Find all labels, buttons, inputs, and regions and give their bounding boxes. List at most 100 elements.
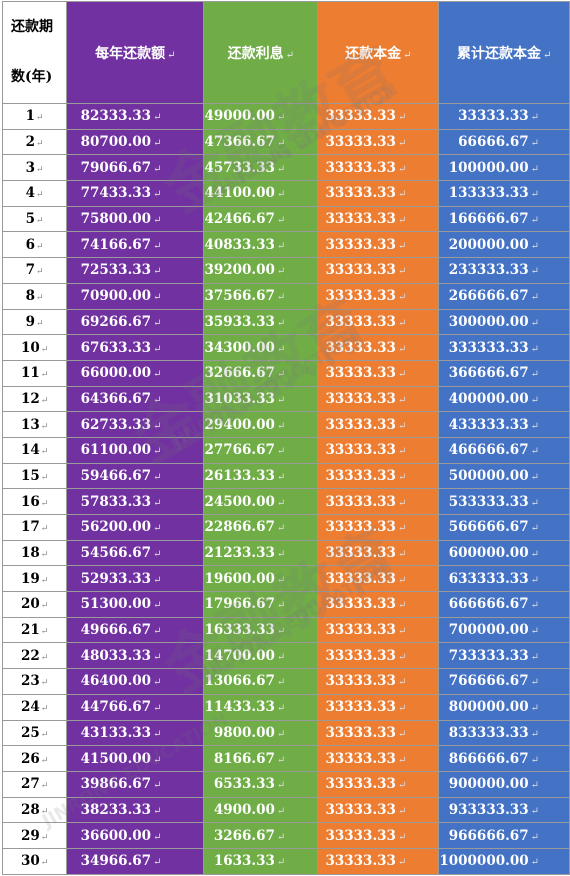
annual-value: 69266.67 [80,313,152,330]
annual-cell: 52933.33 ↵ [66,565,205,593]
paragraph-mark-icon: ↵ [530,266,539,278]
table-row: 29↵ 36600.00 ↵ 3266.67 ↵ 33333.33 ↵ 966666.67 ↵ [1,822,570,849]
interest-value: 27766.67 [204,442,275,459]
paragraph-mark-icon: ↵ [153,317,162,329]
paragraph-mark-icon: ↵ [397,549,407,561]
principal-value: 33333.33 [325,699,396,716]
table-row: 30↵ 34966.67 ↵ 1633.33 ↵ 33333.33 ↵ 1000000.00 ↵ [1,847,570,875]
table-row: 25↵ 43133.33 ↵ 9800.00 ↵ 33333.33 ↵ 833333.33 ↵ [1,719,570,747]
interest-cell: 24500.00 ↵ [203,488,319,515]
period-value: 24 [20,699,40,716]
interest-cell: 37566.67 ↵ [203,282,319,310]
principal-cell: 33333.33 ↵ [317,103,440,130]
paragraph-mark-icon: ↵ [276,215,286,227]
paragraph-mark-icon: ↵ [167,49,176,61]
paragraph-mark-icon: ↵ [530,857,539,869]
period-cell: 22↵ [1,642,68,670]
paragraph-mark-icon: ↵ [530,831,539,843]
annual-cell: 39866.67 ↵ [66,770,205,798]
cumulative-cell: 1000000.00 ↵ [438,847,570,875]
paragraph-mark-icon: ↵ [40,729,49,740]
paragraph-mark-icon: ↵ [397,317,407,329]
cumulative-cell: 966666.67 ↵ [438,822,570,849]
cumulative-value: 133333.33 [448,185,529,202]
principal-cell: 33333.33 ↵ [317,642,440,670]
principal-value: 33333.33 [325,827,396,844]
table-row: 21↵ 49666.67 ↵ 16333.33 ↵ 33333.33 ↵ 700000.00 ↵ [1,616,570,644]
interest-cell: 49000.00 ↵ [203,103,319,130]
paragraph-mark-icon: ↵ [276,112,286,124]
paragraph-mark-icon: ↵ [276,394,286,406]
interest-value: 49000.00 [204,108,275,125]
interest-value: 44100.00 [204,185,275,202]
period-value: 22 [20,647,40,664]
paragraph-mark-icon: ↵ [40,704,49,715]
interest-cell: 21233.33 ↵ [203,539,319,567]
interest-value: 40833.33 [204,236,275,253]
paragraph-mark-icon: ↵ [36,318,44,329]
annual-cell: 67633.33 ↵ [66,334,205,361]
annual-cell: 43133.33 ↵ [66,719,205,747]
principal-value: 33333.33 [325,236,396,253]
paragraph-mark-icon: ↵ [276,651,286,663]
annual-cell: 41500.00 ↵ [66,745,205,772]
cumulative-cell: 600000.00 ↵ [438,539,570,567]
annual-value: 43133.33 [80,724,152,741]
cumulative-cell: 566666.67 ↵ [438,514,570,541]
paragraph-mark-icon: ↵ [153,857,162,869]
interest-value: 3266.67 [213,827,275,844]
paragraph-mark-icon: ↵ [397,343,407,355]
principal-value: 33333.33 [325,134,396,151]
table-row: 27↵ 39866.67 ↵ 6533.33 ↵ 33333.33 ↵ 900000.00 ↵ [1,770,570,798]
cumulative-cell: 266666.67 ↵ [438,282,570,310]
paragraph-mark-icon: ↵ [530,523,539,535]
paragraph-mark-icon: ↵ [276,754,286,766]
paragraph-mark-icon: ↵ [276,857,286,869]
interest-value: 45733.33 [204,159,275,176]
paragraph-mark-icon: ↵ [153,163,162,175]
paragraph-mark-icon: ↵ [40,498,49,509]
cumulative-cell: 500000.00 ↵ [438,462,570,490]
annual-cell: 51300.00 ↵ [66,591,205,618]
annual-cell: 59466.67 ↵ [66,462,205,490]
table-body: 1↵ 82333.33 ↵ 49000.00 ↵ 33333.33 ↵ 33333.33 ↵ 2↵… [1,103,570,875]
period-value: 6 [25,236,36,253]
principal-cell: 33333.33 ↵ [317,668,440,695]
paragraph-mark-icon: ↵ [276,343,286,355]
paragraph-mark-icon: ↵ [40,858,49,869]
paragraph-mark-icon: ↵ [276,138,286,150]
principal-value: 33333.33 [325,519,396,536]
period-value: 10 [20,339,40,356]
period-value: 21 [20,622,40,639]
period-value: 29 [20,827,40,844]
paragraph-mark-icon: ↵ [36,164,44,175]
annual-cell: 46400.00 ↵ [66,668,205,695]
annual-value: 59466.67 [80,467,152,484]
paragraph-mark-icon: ↵ [276,497,286,509]
cumulative-value: 900000.00 [448,776,529,793]
paragraph-mark-icon: ↵ [397,523,407,535]
paragraph-mark-icon: ↵ [276,780,286,792]
period-cell: 13↵ [1,411,68,438]
annual-value: 72533.33 [80,262,152,279]
paragraph-mark-icon: ↵ [40,652,49,663]
principal-value: 33333.33 [325,313,396,330]
cumulative-value: 766666.67 [448,673,529,690]
paragraph-mark-icon: ↵ [530,394,539,406]
interest-value: 29400.00 [204,416,275,433]
interest-value: 42466.67 [204,211,275,228]
principal-cell: 33333.33 ↵ [317,565,440,593]
paragraph-mark-icon: ↵ [36,190,44,201]
cumulative-value: 333333.33 [448,339,529,356]
interest-cell: 40833.33 ↵ [203,231,319,259]
paragraph-mark-icon: ↵ [530,138,539,150]
interest-cell: 35933.33 ↵ [203,308,319,336]
paragraph-mark-icon: ↵ [397,138,407,150]
period-header-line1: 还款期 [11,19,53,35]
cumulative-cell: 633333.33 ↵ [438,565,570,593]
cumulative-cell: 300000.00 ↵ [438,308,570,336]
principal-header: 还款本金 ↵ [317,1,440,104]
principal-cell: 33333.33 ↵ [317,488,440,515]
principal-value: 33333.33 [325,724,396,741]
interest-cell: 27766.67 ↵ [203,436,319,464]
